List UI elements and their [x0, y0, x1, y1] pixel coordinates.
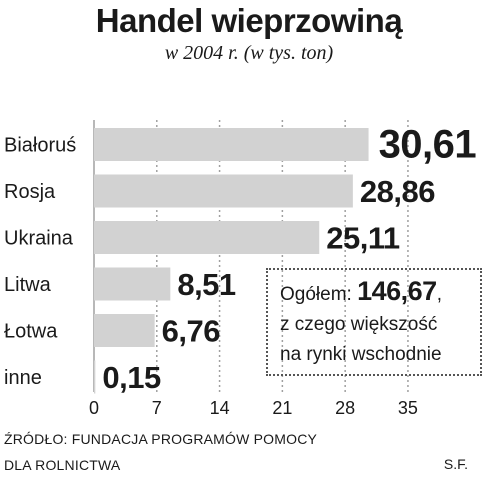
bar	[94, 128, 369, 161]
summary-line-2: z czego większość	[280, 314, 438, 335]
category-label: Litwa	[4, 274, 52, 296]
summary-line-3: na rynki wschodnie	[280, 344, 442, 365]
summary-line-total: Ogółem: 146,67,	[280, 276, 472, 310]
category-label: inne	[4, 367, 42, 389]
summary-total-suffix: ,	[436, 284, 442, 305]
source-line-1: ŹRÓDŁO: FUNDACJA PROGRAMÓW POMOCY	[4, 431, 318, 447]
category-label: Rosja	[4, 181, 56, 203]
x-tick-label: 35	[398, 398, 418, 418]
bar	[94, 267, 171, 301]
category-label: Ukraina	[4, 228, 74, 250]
value-label: 6,76	[162, 314, 221, 349]
x-tick-label: 0	[89, 398, 99, 418]
value-label: 28,86	[360, 174, 435, 209]
chart-title: Handel wieprzowiną	[95, 2, 403, 39]
x-tick-label: 28	[335, 398, 355, 418]
x-tick-label: 21	[272, 398, 292, 418]
author-initials: S.F.	[443, 456, 468, 472]
source-line-2: DLA ROLNICTWA	[4, 457, 121, 473]
bar	[94, 174, 353, 208]
value-label: 30,61	[379, 123, 477, 167]
value-label: 0,15	[102, 360, 161, 395]
category-label: Łotwa	[4, 321, 58, 343]
x-tick-label: 7	[152, 398, 162, 418]
x-tick-label: 14	[210, 398, 230, 418]
summary-label: Ogółem:	[280, 284, 352, 305]
summary-box: Ogółem: 146,67, z czego większość na ryn…	[266, 268, 482, 376]
category-label: Białoruś	[4, 135, 76, 157]
bar	[94, 221, 320, 254]
chart-subtitle: w 2004 r. (w tys. ton)	[164, 42, 334, 64]
bar	[94, 360, 96, 394]
bar	[94, 314, 155, 347]
summary-total-value: 146,67	[357, 276, 437, 306]
value-label: 25,11	[326, 221, 400, 256]
source-note: ŹRÓDŁO: FUNDACJA PROGRAMÓW POMOCY DLA RO…	[4, 426, 317, 478]
value-label: 8,51	[177, 267, 236, 302]
